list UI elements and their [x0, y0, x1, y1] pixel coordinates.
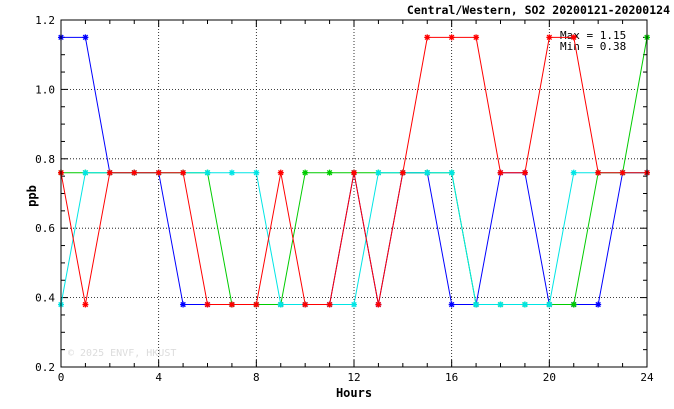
data-point	[204, 301, 211, 308]
data-point	[253, 301, 260, 308]
data-point	[375, 301, 382, 308]
x-tick-label: 0	[58, 371, 65, 384]
y-tick-label: 1.2	[35, 14, 55, 27]
x-tick-label: 8	[253, 371, 260, 384]
data-point	[424, 169, 431, 176]
data-point	[473, 34, 480, 41]
data-point	[595, 301, 602, 308]
data-point	[106, 169, 113, 176]
data-point	[228, 169, 235, 176]
data-point	[326, 169, 333, 176]
data-point	[82, 301, 89, 308]
data-point	[375, 169, 382, 176]
y-tick-label: 0.8	[35, 153, 55, 166]
x-axis-label: Hours	[336, 386, 372, 400]
data-point	[448, 169, 455, 176]
data-point	[180, 301, 187, 308]
data-point	[131, 169, 138, 176]
y-axis-label: ppb	[25, 185, 39, 207]
data-point	[351, 169, 357, 176]
x-tick-label: 16	[445, 371, 458, 384]
x-tick-label: 20	[543, 371, 556, 384]
data-point	[497, 169, 504, 176]
data-point	[570, 301, 577, 308]
y-tick-label: 0.6	[35, 222, 55, 235]
data-point	[521, 169, 528, 176]
data-point	[448, 301, 455, 308]
data-point	[570, 169, 577, 176]
data-point	[302, 169, 309, 176]
data-point	[204, 169, 211, 176]
data-point	[326, 301, 333, 308]
data-point	[277, 169, 284, 176]
min-stat: Min = 0.38	[560, 40, 626, 53]
y-tick-label: 0.2	[35, 361, 55, 374]
chart-title: Central/Western, SO2 20200121-20200124	[407, 3, 670, 17]
data-point	[546, 301, 553, 308]
plot-frame	[60, 19, 648, 368]
series-2	[58, 169, 650, 308]
data-point	[82, 34, 89, 41]
data-point	[253, 169, 260, 176]
data-point	[595, 169, 602, 176]
data-point	[546, 34, 553, 41]
data-point	[497, 301, 504, 308]
data-point	[155, 169, 162, 176]
data-point	[399, 169, 406, 176]
x-tick-label: 24	[640, 371, 654, 384]
data-point	[180, 169, 187, 176]
max-stat: Max = 1.15	[560, 29, 626, 42]
data-point	[619, 169, 626, 176]
data-point	[277, 301, 284, 308]
data-point	[351, 301, 357, 308]
watermark: © 2025 ENVF, HKUST	[68, 348, 176, 359]
data-point	[521, 301, 528, 308]
data-point	[448, 34, 455, 41]
data-point	[424, 34, 431, 41]
data-point	[302, 301, 309, 308]
y-tick-label: 0.4	[35, 292, 55, 305]
data-point	[228, 301, 235, 308]
data-point	[473, 301, 480, 308]
data-point	[570, 34, 577, 41]
y-tick-label: 1.0	[35, 83, 55, 96]
x-tick-label: 4	[155, 371, 162, 384]
x-tick-label: 12	[347, 371, 360, 384]
data-point	[82, 169, 89, 176]
